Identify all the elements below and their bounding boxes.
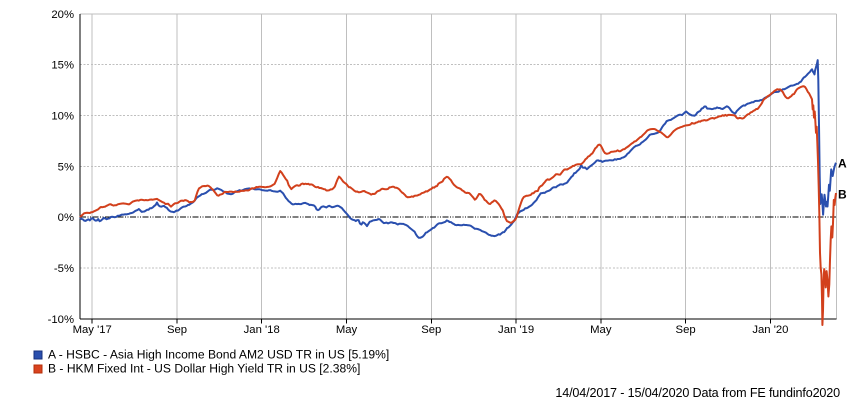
svg-text:Sep: Sep: [421, 324, 441, 336]
svg-text:Sep: Sep: [167, 324, 187, 336]
svg-text:B: B: [838, 188, 847, 202]
svg-text:Jan '20: Jan '20: [752, 324, 788, 336]
svg-text:A: A: [838, 157, 847, 171]
svg-text:-10%: -10%: [48, 314, 74, 326]
svg-text:Sep: Sep: [676, 324, 696, 336]
svg-text:10%: 10%: [51, 111, 74, 123]
svg-text:Jan '19: Jan '19: [498, 324, 534, 336]
svg-text:14/04/2017 - 15/04/2020 Data f: 14/04/2017 - 15/04/2020 Data from FE fun…: [555, 386, 840, 400]
svg-text:Jan '18: Jan '18: [244, 324, 280, 336]
svg-text:5%: 5%: [58, 161, 74, 173]
svg-text:B - HKM Fixed Int - US Dollar: B - HKM Fixed Int - US Dollar High Yield…: [48, 362, 360, 376]
svg-text:20%: 20%: [51, 9, 74, 21]
svg-text:May: May: [590, 324, 612, 336]
svg-text:0%: 0%: [58, 212, 74, 224]
svg-text:May '17: May '17: [73, 324, 112, 336]
svg-text:A - HSBC - Asia High Income Bo: A - HSBC - Asia High Income Bond AM2 USD…: [48, 348, 389, 362]
svg-text:-5%: -5%: [54, 263, 74, 275]
svg-text:15%: 15%: [51, 60, 74, 72]
svg-text:May: May: [336, 324, 358, 336]
